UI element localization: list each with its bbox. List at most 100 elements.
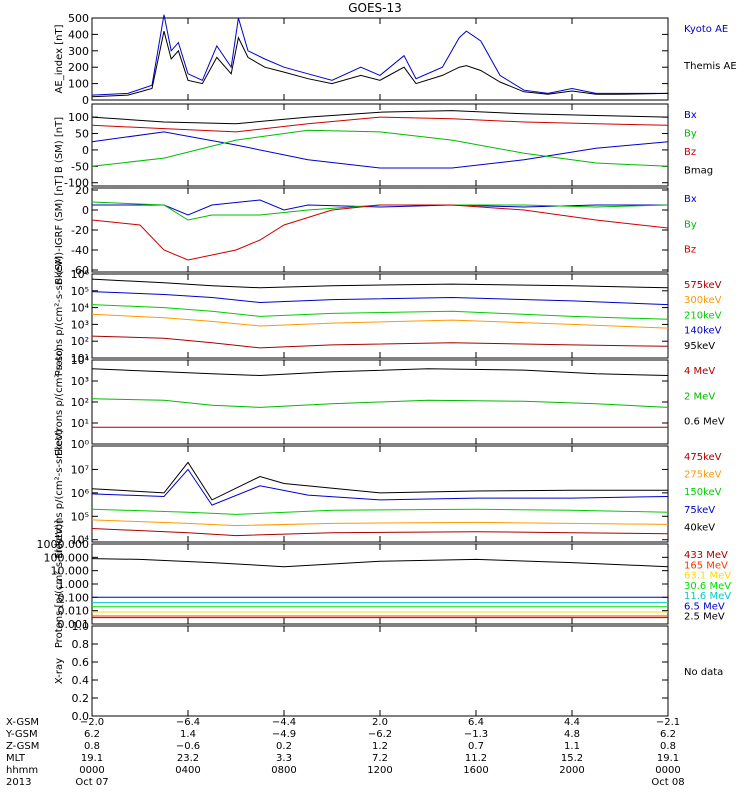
series-line-Themis-AE [91,30,669,98]
y-tick-label: 1.0 [72,620,90,633]
x-row-value: 6.2 [84,729,100,740]
y-tick-label: 10⁴ [71,354,90,367]
legend-Bz: Bz [684,245,696,256]
y-tick-label: 20 [75,184,89,197]
series-line-300keV [91,313,669,329]
x-row-value: 1600 [463,765,488,776]
x-row-label: Y-GSM [5,729,38,740]
series-line-40keV [91,461,668,501]
legend-75keV: 75keV [684,505,715,516]
y-tick-label: 10⁶ [71,268,90,281]
y-tick-label: 10⁵ [71,510,89,523]
y-axis-label: Protons [p/(cm²-s-sr-keV)] [54,520,65,648]
series-line-275keV [91,519,669,527]
x-row-value: 0000 [79,765,104,776]
legend-165-MeV: 165 MeV [684,560,728,571]
series-line-By [91,129,669,167]
y-tick-label: 0.6 [72,656,90,669]
x-row-label: X-GSM [6,717,39,728]
x-row-value: 0.2 [276,741,292,752]
series-line-75keV [91,468,669,506]
legend-210keV: 210keV [684,310,722,321]
x-row-value: 1200 [367,765,392,776]
y-tick-label: 0.001 [58,618,90,631]
x-row-value: 19.1 [81,753,103,764]
panel-frame [91,187,669,273]
x-row-value: 7.2 [372,753,388,764]
x-row-value: 23.2 [177,753,199,764]
series-line-95keV [91,278,669,289]
x-row-value: −1.3 [464,729,488,740]
y-tick-label: 200 [68,61,89,74]
panel-4: 10⁰ 10¹ 10² 10³ 10⁴ Electrons p/(cm²-s-sr) 4 M… [54,348,725,456]
x-row-value: 11.2 [465,753,487,764]
panel-frame [91,625,669,717]
y-tick-label: 0 [82,204,89,217]
y-tick-label: 10³ [71,318,89,331]
legend-Kyoto-AE: Kyoto AE [684,24,728,35]
legend-63.1-MeV: 63.1 MeV [684,571,731,582]
y-tick-label: 10⁴ [71,534,90,547]
legend-4-MeV: 4 MeV [684,366,715,377]
y-tick-label: 10⁶ [71,487,90,500]
x-row-value: 19.1 [657,753,679,764]
legend-40keV: 40keV [684,522,715,533]
series-line-2-MeV [91,398,669,408]
y-tick-label: 10⁴ [71,302,90,315]
legend-Bmag: Bmag [684,166,713,177]
y-tick-label: -100 [64,177,89,190]
y-axis-label: Protons p/(cm²-s-sr-keV) [54,256,65,377]
x-row-value: −0.6 [176,741,200,752]
x-row-label: hhmm [6,765,38,776]
series-line-210keV [91,304,669,320]
no-data-note: No data [684,667,723,678]
y-tick-label: 0 [82,94,89,107]
y-tick-label: 1000.000 [37,538,90,551]
y-tick-label: -40 [71,244,89,257]
x-row-value: 6.2 [660,729,676,740]
y-tick-label: 10¹ [71,352,89,365]
x-row-value: −4.4 [272,717,296,728]
y-tick-label: 10¹ [71,417,89,430]
series-line-Bmag [91,110,669,125]
y-axis-label: AE_index [nT] [54,24,65,93]
legend-95keV: 95keV [684,341,715,352]
x-row-value: −4.9 [272,729,296,740]
series-line-Kyoto-AE [91,14,668,96]
series-line-2.5-MeV [91,558,669,568]
y-tick-label: 300 [68,45,89,58]
y-tick-label: 10.000 [51,565,90,578]
x-row-label: MLT [6,753,26,764]
legend-2-MeV: 2 MeV [684,391,715,402]
y-tick-label: -50 [71,160,89,173]
legend-30.6-MeV: 30.6 MeV [684,581,731,592]
x-row-value: 6.4 [468,717,484,728]
y-tick-label: 0.8 [72,638,90,651]
y-tick-label: 100 [68,111,89,124]
legend-Bz: Bz [684,147,696,158]
series-line-475keV [91,528,669,537]
x-row-value: 1.4 [180,729,196,740]
y-tick-label: -60 [71,264,89,277]
x-row-label: Z-GSM [6,741,39,752]
x-row-value: −2.1 [656,717,680,728]
panel-frame [91,103,669,187]
y-tick-label: 100 [68,78,89,91]
legend-150keV: 150keV [684,487,722,498]
legend-0.6-MeV: 0.6 MeV [684,417,725,428]
legend-Bx: Bx [684,110,697,121]
legend-475keV: 475keV [684,452,722,463]
y-tick-label: 0 [82,144,89,157]
x-row-value: 0.7 [468,741,484,752]
panel-frame [91,17,669,101]
panel-frame [91,445,669,543]
panel-6: 0.0010.0100.1001.00010.000100.0001000.00… [37,520,732,648]
x-row-value: 2.0 [372,717,388,728]
legend-11.6-MeV: 11.6 MeV [684,591,731,602]
series-line-Bz [91,204,669,261]
y-axis-label: X-ray [54,658,65,684]
x-row-value: 0400 [175,765,200,776]
plot-title: GOES-13 [348,1,402,15]
